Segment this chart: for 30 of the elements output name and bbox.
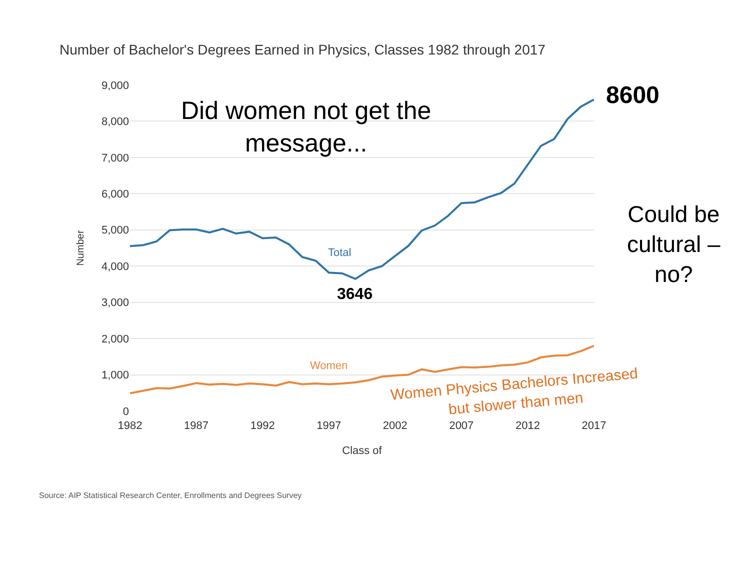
y-tick-label: 4,000 xyxy=(101,260,129,273)
x-tick-label: 1992 xyxy=(250,420,275,432)
x-axis-title: Class of xyxy=(342,445,383,458)
source-note: Source: AIP Statistical Research Center, Enrollments and Degrees Survey xyxy=(39,491,302,500)
x-tick-label: 1997 xyxy=(316,420,342,432)
x-tick-label: 2017 xyxy=(582,420,606,432)
y-tick-label: 0 xyxy=(122,406,129,418)
y-tick-label: 7,000 xyxy=(101,152,129,164)
annotation: 3646 xyxy=(337,286,373,303)
x-tick-label: 1987 xyxy=(184,420,209,432)
annotation: Did women not get the message... xyxy=(181,97,432,158)
y-tick-label: 2,000 xyxy=(101,333,129,346)
x-tick-label: 1982 xyxy=(118,420,142,432)
series-label: Total xyxy=(328,247,352,259)
y-tick-label: 5,000 xyxy=(101,224,129,237)
y-tick-label: 3,000 xyxy=(101,297,129,310)
chart-title: Number of Bachelor's Degrees Earned in Physics, Classes 1982 through 2017 xyxy=(60,42,546,58)
y-tick-label: 8,000 xyxy=(101,116,129,128)
x-tick-label: 2002 xyxy=(382,420,408,432)
annotation: 8600 xyxy=(606,82,660,109)
y-tick-label: 9,000 xyxy=(101,80,129,92)
annotation: Women Physics Bachelors Increased but slower than men xyxy=(390,365,639,418)
y-tick-label: 1,000 xyxy=(101,370,129,382)
series-label: Women xyxy=(310,360,348,372)
y-axis-title: Number xyxy=(75,230,86,266)
x-tick-label: 2007 xyxy=(449,420,474,432)
line-series xyxy=(130,98,594,280)
x-tick-label: 2012 xyxy=(515,420,540,432)
text: Could be cultural – no? xyxy=(627,201,721,287)
y-tick-label: 6,000 xyxy=(101,188,129,201)
